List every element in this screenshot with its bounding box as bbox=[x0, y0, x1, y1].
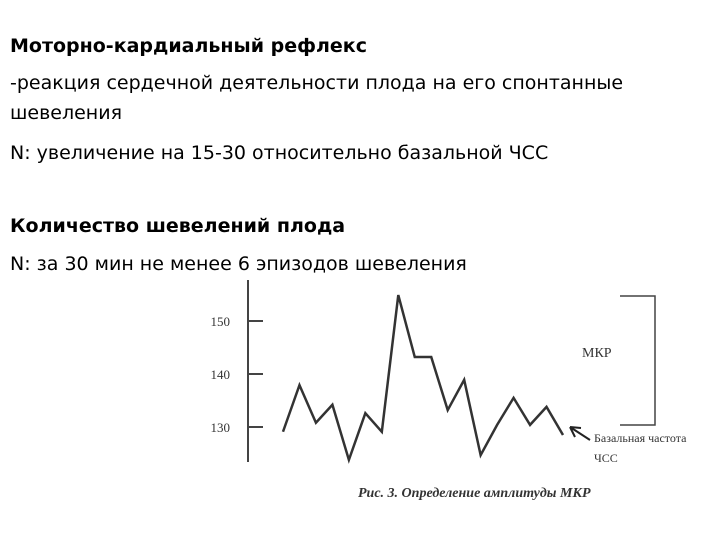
heading: Количество шевелений плода bbox=[10, 215, 345, 237]
y-tick-label: 140 bbox=[211, 367, 231, 382]
heading: Моторно-кардиальный рефлекс bbox=[10, 35, 367, 57]
data-line bbox=[281, 294, 565, 464]
text-line: N: за 30 мин не менее 6 эпизодов шевелен… bbox=[10, 253, 467, 275]
annotation: Базальная частота bbox=[594, 431, 687, 445]
caption: Рис. 3. Определение амплитуды МКР bbox=[358, 486, 591, 501]
text-line: -реакция сердечной деятельности плода на… bbox=[10, 72, 623, 94]
arrow bbox=[569, 426, 591, 441]
annotation: ЧСС bbox=[594, 451, 618, 465]
annotation: МКР bbox=[582, 346, 612, 361]
y-tick-label: 130 bbox=[211, 420, 231, 435]
y-tick-label: 150 bbox=[211, 314, 231, 329]
text-line: шевеления bbox=[10, 102, 122, 124]
bracket bbox=[620, 295, 656, 426]
text-line: N: увеличение на 15-30 относительно база… bbox=[10, 142, 548, 164]
